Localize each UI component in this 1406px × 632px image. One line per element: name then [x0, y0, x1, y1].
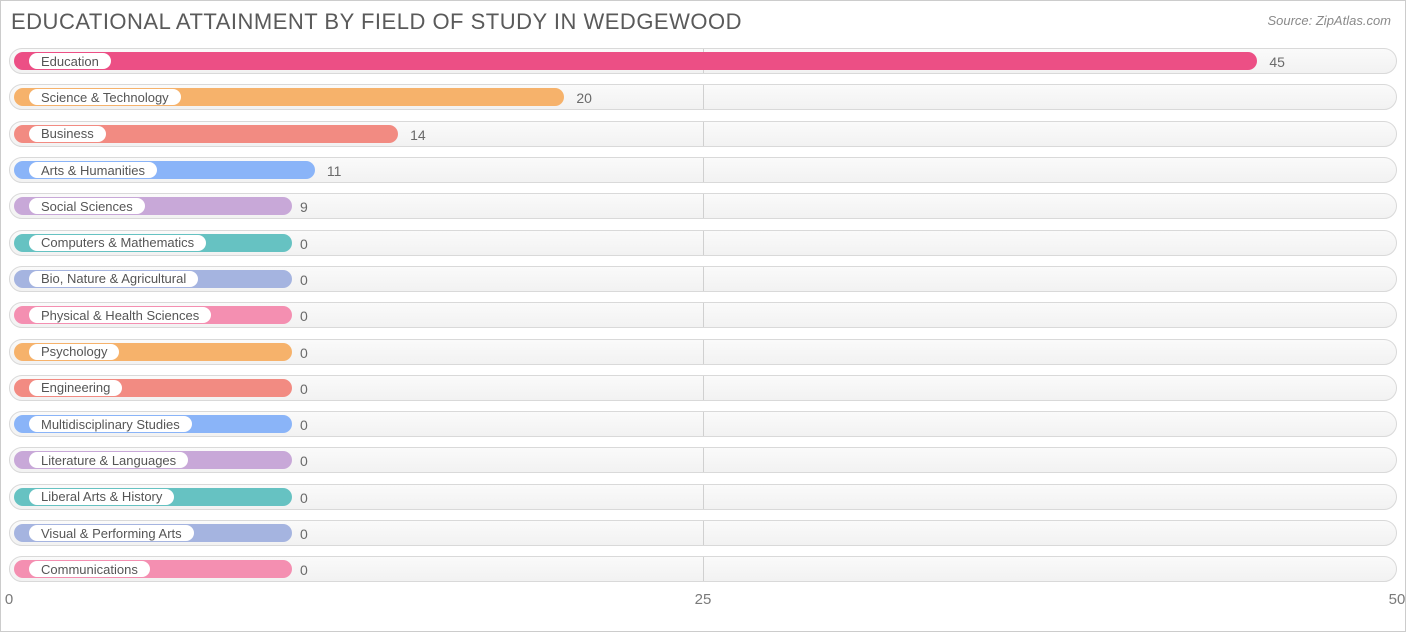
category-pill: Multidisciplinary Studies: [28, 415, 193, 433]
bar-track: Science & Technology 20: [9, 84, 1397, 110]
gridline: [703, 122, 704, 146]
bar-track: Education 45: [9, 48, 1397, 74]
category-pill: Engineering: [28, 379, 123, 397]
chart-title: EDUCATIONAL ATTAINMENT BY FIELD OF STUDY…: [11, 9, 742, 35]
category-pill: Computers & Mathematics: [28, 234, 207, 252]
category-pill: Psychology: [28, 343, 120, 361]
bar-row: Multidisciplinary Studies 0: [9, 406, 1397, 442]
bar-row: Business 14: [9, 116, 1397, 152]
gridline: [703, 448, 704, 472]
value-label: 0: [300, 521, 308, 547]
value-label: 0: [300, 557, 308, 583]
value-label: 20: [576, 85, 592, 111]
bar-row: Psychology 0: [9, 333, 1397, 369]
bar-track: Communications 0: [9, 556, 1397, 582]
gridline: [703, 521, 704, 545]
bar-row: Science & Technology 20: [9, 79, 1397, 115]
gridline: [703, 194, 704, 218]
gridline: [703, 85, 704, 109]
bar-track: Physical & Health Sciences 0: [9, 302, 1397, 328]
gridline: [703, 485, 704, 509]
category-pill: Bio, Nature & Agricultural: [28, 270, 199, 288]
chart-container: EDUCATIONAL ATTAINMENT BY FIELD OF STUDY…: [0, 0, 1406, 632]
axis-tick: 0: [5, 591, 13, 608]
gridline: [703, 267, 704, 291]
value-label: 0: [300, 485, 308, 511]
gridline: [703, 158, 704, 182]
category-pill: Liberal Arts & History: [28, 488, 175, 506]
category-pill: Communications: [28, 560, 151, 578]
value-label: 14: [410, 122, 426, 148]
gridline: [703, 557, 704, 581]
category-pill: Social Sciences: [28, 197, 146, 215]
value-label: 11: [327, 158, 342, 184]
bar-row: Computers & Mathematics 0: [9, 224, 1397, 260]
bar-row: Physical & Health Sciences 0: [9, 297, 1397, 333]
bar-track: Arts & Humanities 11: [9, 157, 1397, 183]
bar-row: Liberal Arts & History 0: [9, 479, 1397, 515]
gridline: [703, 376, 704, 400]
category-pill: Business: [28, 125, 107, 143]
bar-row: Social Sciences 9: [9, 188, 1397, 224]
bar-track: Liberal Arts & History 0: [9, 484, 1397, 510]
value-label: 45: [1269, 49, 1285, 75]
gridline: [703, 340, 704, 364]
bar: [14, 52, 1257, 70]
gridline: [703, 303, 704, 327]
bar-row: Bio, Nature & Agricultural 0: [9, 261, 1397, 297]
x-axis: 02550: [9, 587, 1397, 615]
category-pill: Visual & Performing Arts: [28, 524, 195, 542]
bar-track: Business 14: [9, 121, 1397, 147]
value-label: 9: [300, 194, 308, 220]
bar-row: Communications 0: [9, 551, 1397, 587]
category-pill: Education: [28, 52, 112, 70]
value-label: 0: [300, 448, 308, 474]
bar-track: Bio, Nature & Agricultural 0: [9, 266, 1397, 292]
value-label: 0: [300, 303, 308, 329]
bar-rows: Education 45 Science & Technology 20 Busines…: [9, 43, 1397, 587]
bar-row: Arts & Humanities 11: [9, 152, 1397, 188]
axis-tick: 25: [695, 591, 712, 608]
chart-source: Source: ZipAtlas.com: [1267, 9, 1391, 28]
chart-header: EDUCATIONAL ATTAINMENT BY FIELD OF STUDY…: [9, 7, 1397, 43]
category-pill: Physical & Health Sciences: [28, 306, 212, 324]
plot-area: Education 45 Science & Technology 20 Busines…: [9, 43, 1397, 615]
bar-track: Computers & Mathematics 0: [9, 230, 1397, 256]
category-pill: Literature & Languages: [28, 451, 189, 469]
value-label: 0: [300, 376, 308, 402]
bar-track: Multidisciplinary Studies 0: [9, 411, 1397, 437]
bar-row: Engineering 0: [9, 370, 1397, 406]
bar-track: Engineering 0: [9, 375, 1397, 401]
value-label: 0: [300, 231, 308, 257]
value-label: 0: [300, 267, 308, 293]
gridline: [703, 231, 704, 255]
bar-row: Education 45: [9, 43, 1397, 79]
bar-track: Psychology 0: [9, 339, 1397, 365]
value-label: 0: [300, 412, 308, 438]
axis-tick: 50: [1389, 591, 1406, 608]
bar-track: Visual & Performing Arts 0: [9, 520, 1397, 546]
category-pill: Science & Technology: [28, 88, 182, 106]
bar-row: Literature & Languages 0: [9, 442, 1397, 478]
category-pill: Arts & Humanities: [28, 161, 158, 179]
bar-track: Social Sciences 9: [9, 193, 1397, 219]
gridline: [703, 412, 704, 436]
bar-track: Literature & Languages 0: [9, 447, 1397, 473]
bar-row: Visual & Performing Arts 0: [9, 515, 1397, 551]
value-label: 0: [300, 340, 308, 366]
